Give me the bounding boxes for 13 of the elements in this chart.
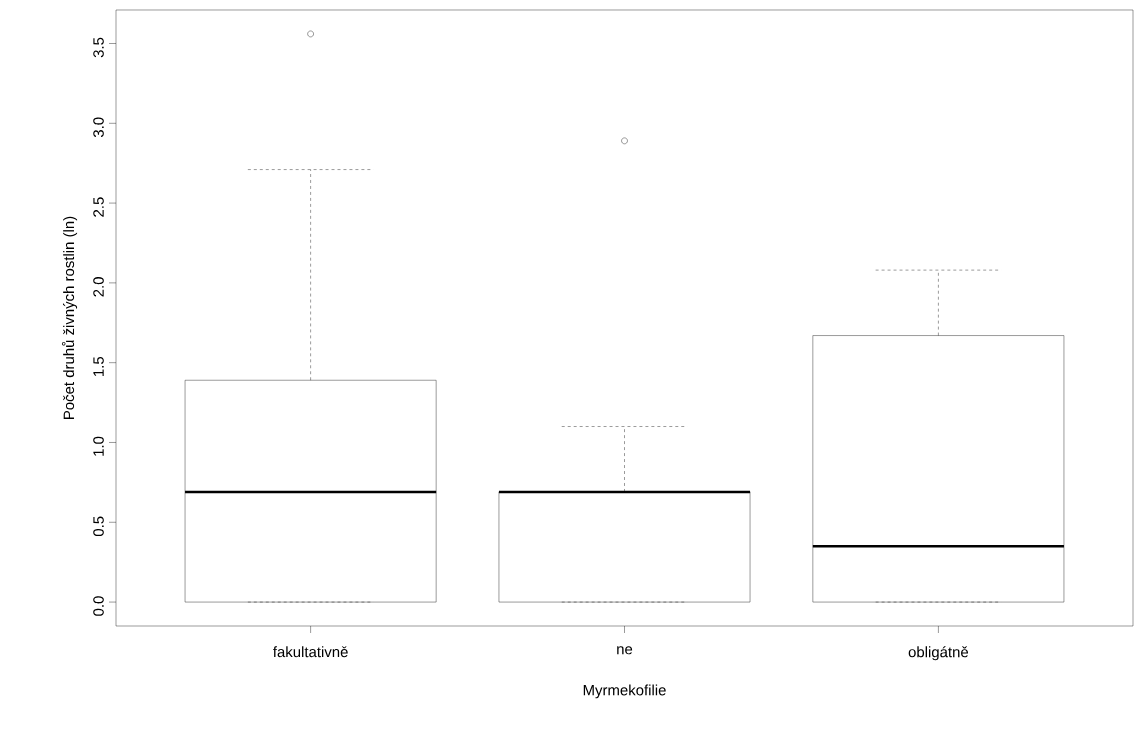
y-tick-label: 3.0 [93,117,104,138]
y-tick-label: 2.5 [93,197,104,217]
y-tick-label: 1.0 [93,436,104,456]
y-tick-label: 3.5 [93,37,104,58]
y-tick-label: 0.5 [93,516,104,537]
y-tick-label: 0.0 [93,596,104,616]
x-tick-label: obligátně [908,646,969,661]
y-axis-title: Počet druhů živných rostlin (ln) [61,216,78,419]
x-tick-label: ne [617,646,633,655]
y-tick-label: 1.5 [93,356,104,376]
x-axis-title: Myrmekofilie [583,684,666,699]
y-tick-label: 2.0 [93,277,104,297]
x-tick-label: fakultativně [273,646,348,658]
